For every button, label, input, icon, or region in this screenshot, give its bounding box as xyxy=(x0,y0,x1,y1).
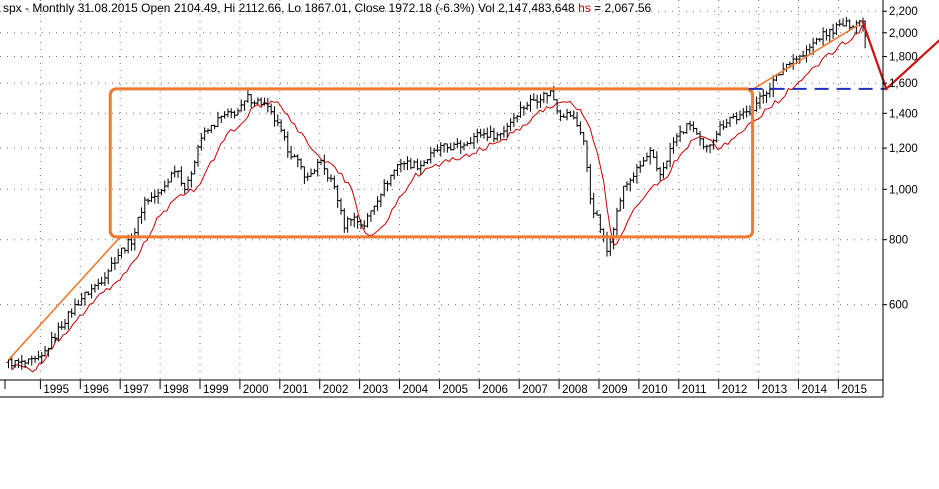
y-tick-label: 1,200 xyxy=(889,143,918,155)
x-tick-label: 1995 xyxy=(43,384,69,396)
x-axis-ticks: 1995 1996 1997 1998 1999 2000 2001 2002 2003 2004… xyxy=(4,380,867,396)
forecast-arrow xyxy=(861,20,939,91)
x-tick-label: 2012 xyxy=(722,384,748,396)
x-tick-label: 2006 xyxy=(482,384,508,396)
chart-header: spx - Monthly 31.08.2015 Open 2104.49, H… xyxy=(3,1,651,15)
header-close-label: Close xyxy=(355,1,386,15)
header-symbol: spx xyxy=(3,1,22,15)
x-tick-label: 2000 xyxy=(243,384,269,396)
x-tick-label: 1999 xyxy=(203,384,229,396)
x-tick-label: 2001 xyxy=(283,384,309,396)
y-tick-label: 1,800 xyxy=(889,52,918,64)
y-tick-label: 2,200 xyxy=(889,6,918,18)
header-hi-label: Hi xyxy=(224,1,235,15)
trend-line-2013-2015 xyxy=(748,24,859,93)
x-tick-label: 2008 xyxy=(562,384,588,396)
y-tick-label: 1,000 xyxy=(889,184,918,196)
x-tick-label: 2013 xyxy=(762,384,788,396)
x-tick-label: 2011 xyxy=(682,384,707,396)
x-tick-label: 2009 xyxy=(602,384,628,396)
x-tick-label: 1997 xyxy=(123,384,149,396)
header-vol-value: 2,147,483,648 xyxy=(498,1,575,15)
hs-line xyxy=(12,24,863,373)
y-tick-label: 600 xyxy=(889,300,908,312)
header-close-value: 1972.18 (-6.3%) xyxy=(389,1,475,15)
x-tick-label: 2003 xyxy=(363,384,389,396)
x-tick-label: 2007 xyxy=(522,384,548,396)
header-hs-label: hs xyxy=(578,1,591,15)
trend-line-1995-1997 xyxy=(7,236,121,361)
annotations xyxy=(7,20,939,361)
header-lo-value: 1867.01, xyxy=(304,1,351,15)
grid xyxy=(0,0,883,380)
header-separator: - xyxy=(22,1,33,15)
x-tick-label: 2015 xyxy=(841,384,867,396)
x-tick-label: 2014 xyxy=(802,384,828,396)
y-tick-label: 800 xyxy=(889,235,908,247)
hs-line-series xyxy=(12,24,863,373)
x-tick-label: 2010 xyxy=(642,384,668,396)
x-tick-label: 2004 xyxy=(403,384,429,396)
x-tick-label: 1996 xyxy=(83,384,109,396)
header-period: Monthly 31.08.2015 xyxy=(32,1,138,15)
y-tick-label: 1,400 xyxy=(889,108,918,120)
y-tick-label: 2,000 xyxy=(889,28,918,40)
y-axis-ticks: 600 800 1,000 1,200 1,400 1,600 1,800 2,000 2,20… xyxy=(883,6,918,312)
header-vol-label: Vol xyxy=(478,1,495,15)
header-hi-value: 2112.66, xyxy=(239,1,285,15)
x-tick-label: 2005 xyxy=(442,384,468,396)
header-open-label: Open xyxy=(141,1,170,15)
range-box xyxy=(108,87,755,239)
header-lo-label: Lo xyxy=(288,1,302,15)
header-hs-value: = 2,067.56 xyxy=(594,1,651,15)
header-open-value: 2104.49, xyxy=(174,1,221,15)
x-tick-label: 1998 xyxy=(163,384,189,396)
x-tick-label: 2002 xyxy=(323,384,349,396)
price-bars xyxy=(6,17,868,370)
y-tick-label: 1,600 xyxy=(889,78,918,90)
